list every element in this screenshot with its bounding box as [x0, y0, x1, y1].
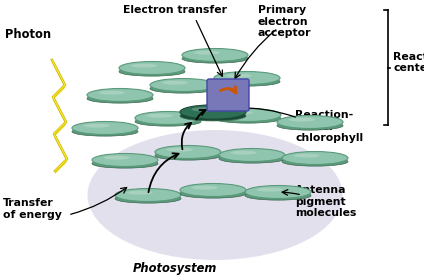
Ellipse shape [126, 191, 153, 195]
Ellipse shape [72, 121, 138, 134]
FancyBboxPatch shape [207, 79, 249, 111]
Ellipse shape [87, 130, 343, 260]
Text: Photosystem: Photosystem [133, 262, 217, 275]
Ellipse shape [72, 127, 138, 136]
Ellipse shape [87, 88, 153, 102]
Ellipse shape [277, 116, 343, 129]
Ellipse shape [193, 51, 220, 55]
Text: Transfer
of energy: Transfer of energy [3, 198, 62, 220]
Ellipse shape [245, 186, 311, 198]
Ellipse shape [180, 105, 246, 119]
Ellipse shape [180, 111, 246, 121]
Ellipse shape [245, 191, 311, 200]
Ellipse shape [293, 154, 320, 158]
Polygon shape [52, 60, 67, 174]
Ellipse shape [231, 151, 257, 155]
Ellipse shape [155, 151, 221, 160]
Ellipse shape [215, 109, 281, 121]
Text: Reaction-
center
chlorophyll: Reaction- center chlorophyll [295, 110, 363, 143]
Ellipse shape [182, 54, 248, 63]
Ellipse shape [92, 159, 158, 168]
Ellipse shape [167, 148, 193, 151]
Ellipse shape [289, 118, 315, 122]
Ellipse shape [282, 151, 348, 165]
Ellipse shape [119, 61, 185, 74]
Ellipse shape [277, 121, 343, 130]
Text: Electron transfer: Electron transfer [123, 5, 227, 15]
Ellipse shape [131, 64, 157, 68]
Ellipse shape [92, 153, 158, 167]
Ellipse shape [87, 94, 153, 103]
Ellipse shape [150, 84, 216, 93]
Ellipse shape [192, 186, 218, 190]
Ellipse shape [180, 184, 246, 196]
Ellipse shape [135, 112, 201, 124]
Ellipse shape [180, 189, 246, 198]
Ellipse shape [219, 148, 285, 162]
Ellipse shape [282, 157, 348, 166]
Text: Antenna
pigment
molecules: Antenna pigment molecules [295, 185, 357, 218]
Ellipse shape [155, 146, 221, 158]
Ellipse shape [115, 189, 181, 201]
Ellipse shape [226, 111, 253, 115]
Ellipse shape [226, 74, 252, 78]
Text: Primary
electron
acceptor: Primary electron acceptor [258, 5, 312, 38]
Ellipse shape [119, 67, 185, 76]
Ellipse shape [103, 156, 130, 160]
Ellipse shape [214, 77, 280, 86]
Ellipse shape [84, 124, 110, 128]
Ellipse shape [162, 81, 188, 85]
Ellipse shape [135, 117, 201, 126]
Ellipse shape [192, 107, 218, 112]
Text: Reaction
center: Reaction center [393, 52, 424, 73]
Ellipse shape [115, 194, 181, 203]
Text: Photon: Photon [5, 28, 51, 41]
Ellipse shape [215, 114, 281, 123]
Ellipse shape [98, 91, 125, 95]
Ellipse shape [182, 49, 248, 61]
Ellipse shape [214, 71, 280, 85]
Ellipse shape [147, 114, 173, 118]
Ellipse shape [219, 154, 285, 163]
Ellipse shape [257, 188, 283, 192]
Ellipse shape [150, 78, 216, 92]
